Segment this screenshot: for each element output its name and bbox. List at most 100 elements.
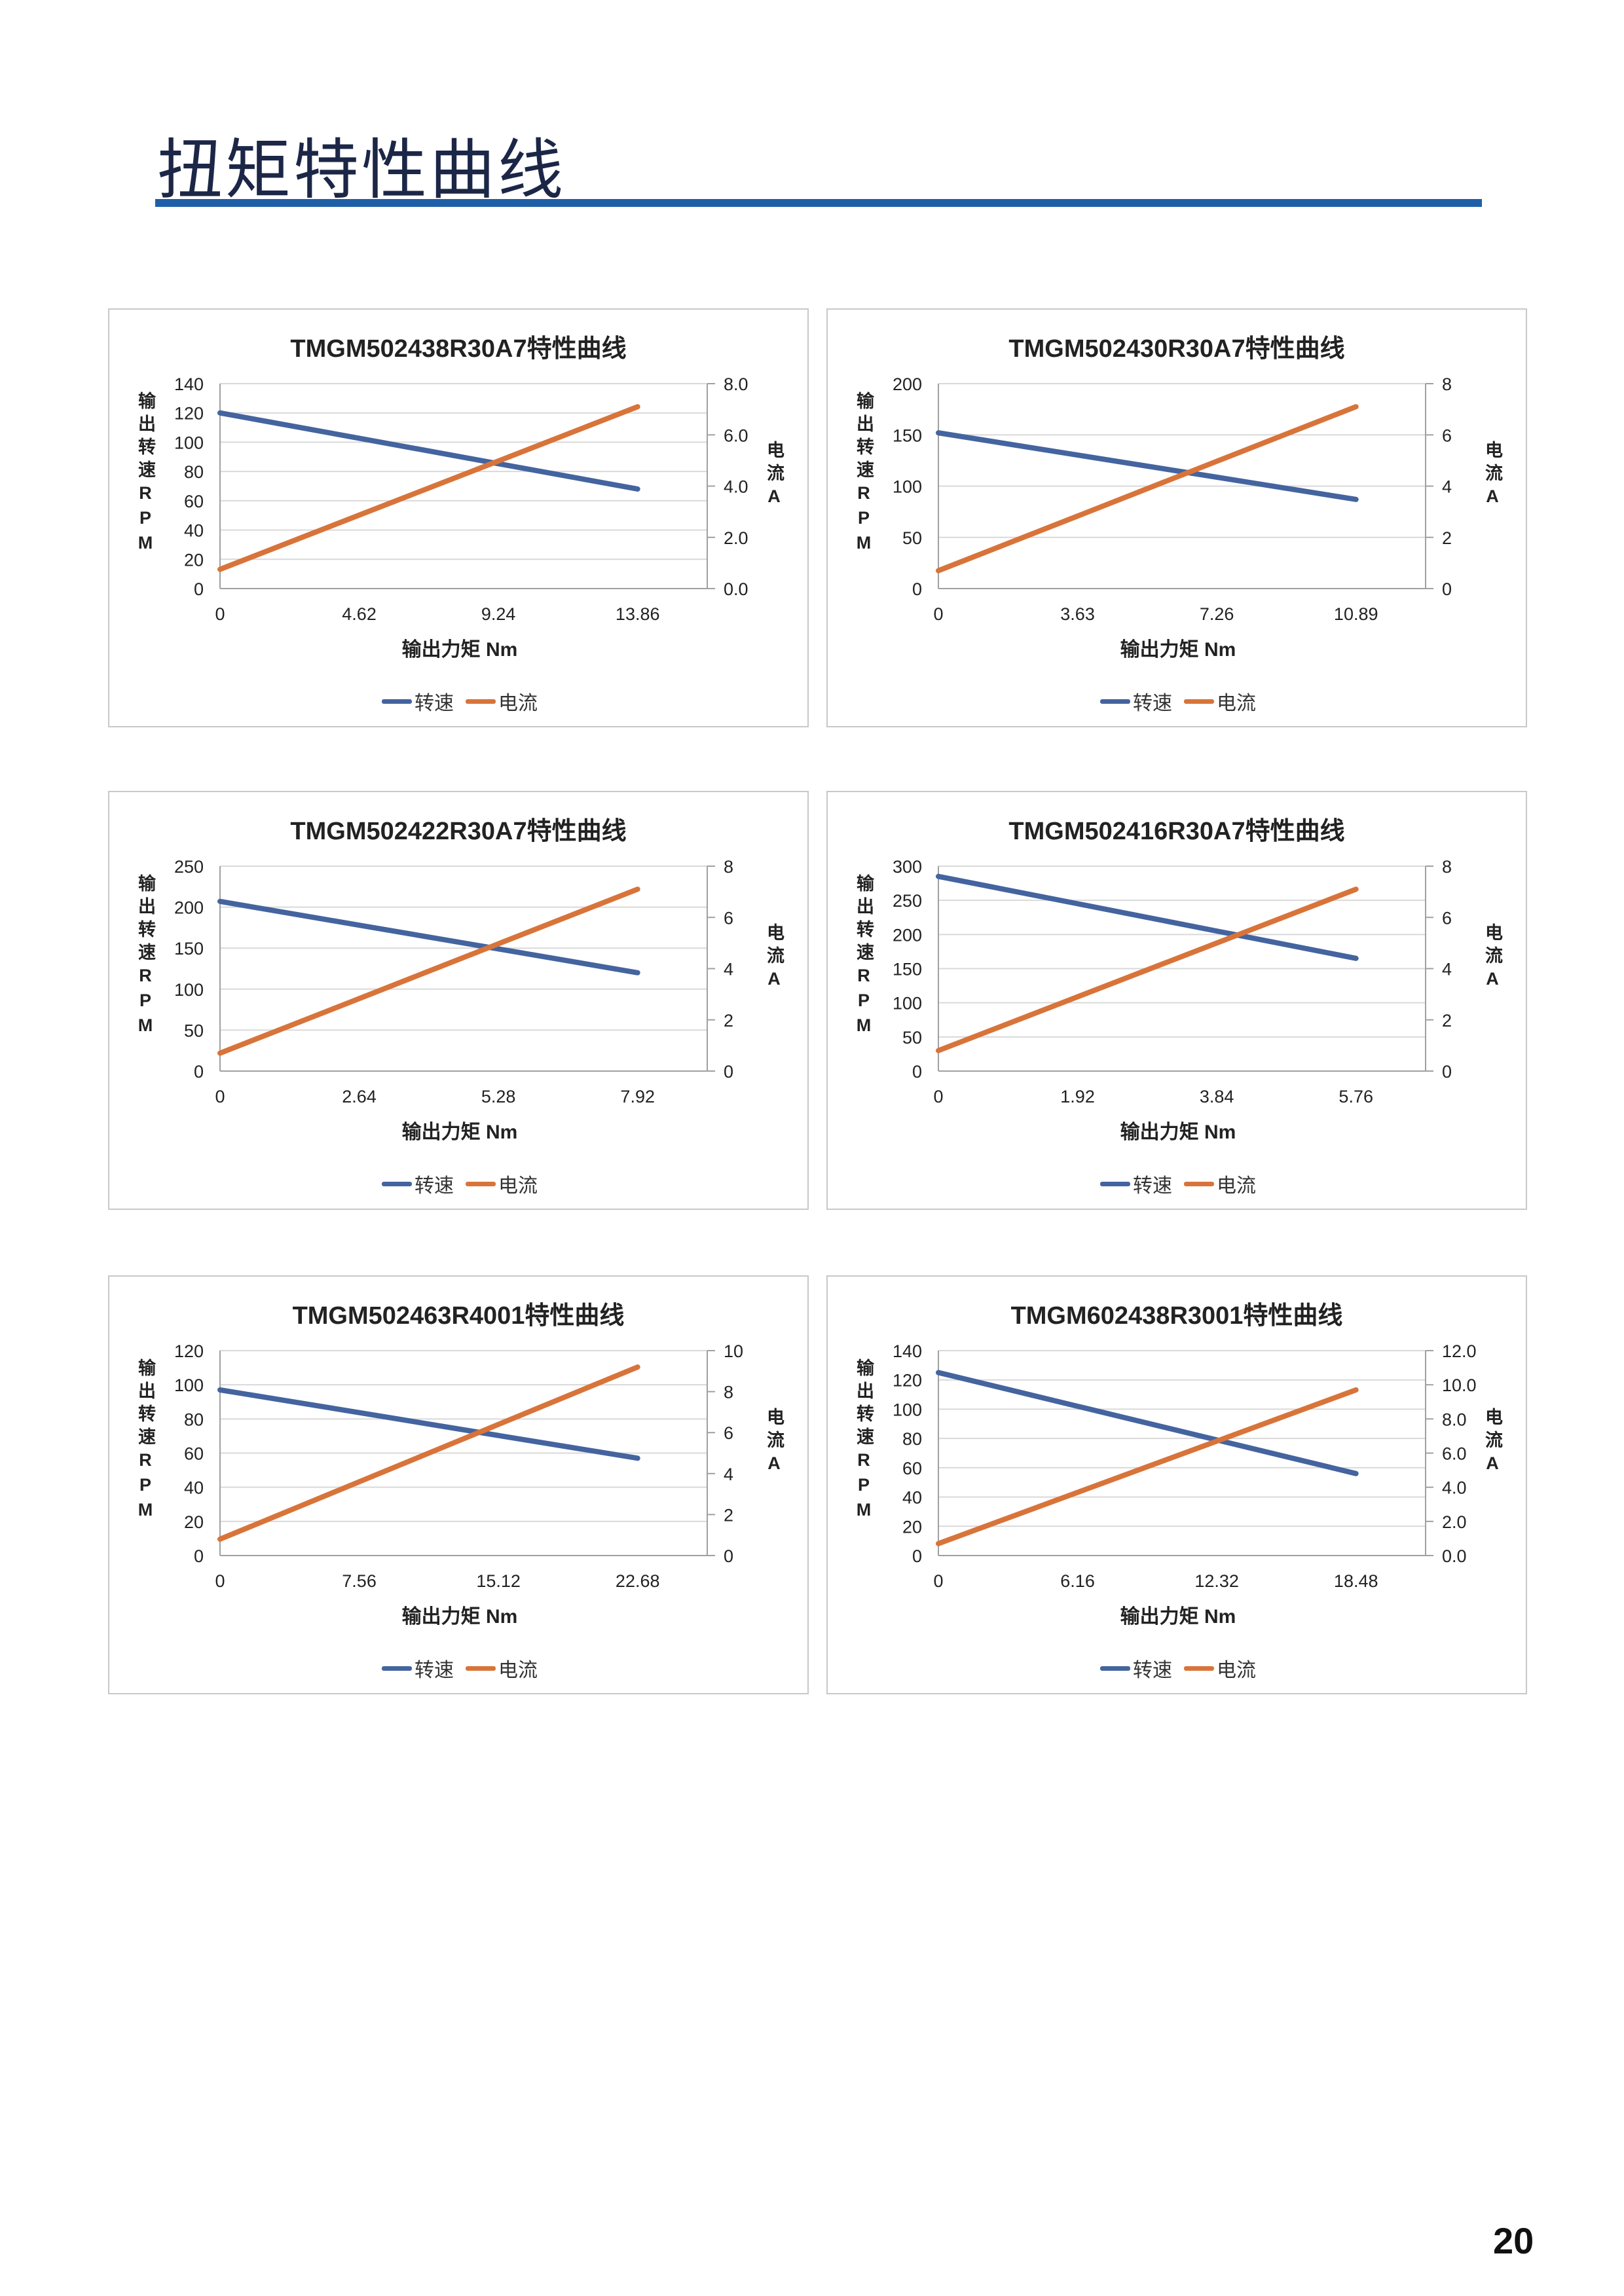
y-tick-label: 120 bbox=[174, 404, 204, 424]
y2-tick-label: 2 bbox=[724, 1505, 733, 1525]
y-tick-label: 40 bbox=[184, 1478, 204, 1498]
legend-label: 电流 bbox=[498, 1175, 538, 1197]
legend-item-speed: 转速 bbox=[382, 1169, 454, 1198]
y2-tick-label: 8 bbox=[1442, 857, 1452, 877]
legend-swatch-speed bbox=[1100, 699, 1130, 704]
y-tick-label: 80 bbox=[184, 462, 204, 482]
y-tick-label: 200 bbox=[174, 898, 204, 918]
y-tick-label: 120 bbox=[893, 1371, 922, 1391]
y-axis-label-right: 电流A bbox=[764, 441, 784, 511]
x-axis-label: 输出力矩 Nm bbox=[401, 1121, 518, 1143]
y-tick-label: 300 bbox=[893, 857, 922, 877]
y-axis-label-right: 电流A bbox=[1483, 441, 1502, 511]
legend-item-current: 电流 bbox=[1184, 1654, 1256, 1683]
legend-item-speed: 转速 bbox=[1100, 1654, 1172, 1683]
y2-tick-label: 2.0 bbox=[1442, 1512, 1467, 1532]
speed-line bbox=[217, 1387, 640, 1461]
x-tick-label: 7.26 bbox=[1200, 604, 1234, 624]
legend-label: 电流 bbox=[1217, 1660, 1256, 1681]
legend-swatch-current bbox=[1184, 1181, 1214, 1186]
title-underline-bar bbox=[155, 199, 1482, 207]
plot-area: 0 20 40 60 80 100 120 140 0.0 2.0 4.0 6.0 8.0 0 4.62 9.… bbox=[174, 374, 748, 624]
y-tick-label: 60 bbox=[184, 1444, 204, 1464]
y2-tick-label: 0.0 bbox=[1442, 1546, 1467, 1566]
legend-swatch-current bbox=[466, 699, 496, 704]
x-tick-label: 5.76 bbox=[1338, 1087, 1373, 1106]
speed-line bbox=[936, 873, 1359, 961]
y2-tick-label: 4 bbox=[1442, 477, 1452, 497]
y-tick-label: 200 bbox=[893, 374, 922, 394]
current-line bbox=[217, 1364, 640, 1542]
legend-swatch-speed bbox=[382, 1181, 412, 1186]
y-tick-label: 100 bbox=[893, 1400, 922, 1419]
y-tick-label: 0 bbox=[912, 1062, 922, 1082]
y2-tick-label: 6 bbox=[724, 1423, 733, 1443]
x-tick-label: 0 bbox=[215, 604, 225, 624]
legend-item-current: 电流 bbox=[1184, 1169, 1256, 1198]
x-axis-label: 输出力矩 Nm bbox=[1120, 1606, 1236, 1628]
x-tick-label: 4.62 bbox=[342, 604, 377, 624]
y-tick-label: 60 bbox=[184, 492, 204, 511]
y-tick-label: 120 bbox=[174, 1341, 204, 1361]
x-tick-label: 0 bbox=[933, 1571, 943, 1591]
y-tick-label: 40 bbox=[902, 1488, 922, 1508]
legend-swatch-speed bbox=[382, 1666, 412, 1671]
chart-title: TMGM602438R3001特性曲线 bbox=[1010, 1302, 1343, 1330]
y-tick-label: 0 bbox=[194, 579, 204, 599]
y-tick-label: 0 bbox=[194, 1546, 204, 1566]
y-tick-label: 20 bbox=[184, 550, 204, 570]
x-tick-label: 6.16 bbox=[1060, 1571, 1095, 1591]
speed-line bbox=[217, 898, 640, 975]
page-title: 扭矩特性曲线 bbox=[157, 132, 566, 208]
y2-tick-label: 10 bbox=[724, 1341, 743, 1361]
page-number: 20 bbox=[1493, 2220, 1534, 2261]
y-tick-label: 100 bbox=[893, 477, 922, 497]
legend-item-current: 电流 bbox=[466, 1169, 538, 1198]
y2-tick-label: 4 bbox=[724, 1465, 733, 1484]
legend-label: 转速 bbox=[1133, 1660, 1172, 1681]
y-tick-label: 100 bbox=[174, 433, 204, 452]
y2-tick-label: 4.0 bbox=[1442, 1478, 1467, 1498]
y-tick-label: 0 bbox=[194, 1062, 204, 1082]
y-tick-label: 80 bbox=[902, 1429, 922, 1449]
y2-tick-label: 6 bbox=[1442, 426, 1452, 445]
legend-swatch-current bbox=[466, 1181, 496, 1186]
legend-label: 电流 bbox=[498, 1660, 538, 1681]
x-tick-label: 5.28 bbox=[481, 1087, 516, 1106]
legend-swatch-speed bbox=[1100, 1181, 1130, 1186]
legend: 转速 电流 bbox=[828, 1169, 1528, 1198]
chart-4: TMGM502416R30A7特性曲线 输出转速RPM 电流A 输出力矩 Nm … bbox=[826, 791, 1527, 1210]
y2-tick-label: 2 bbox=[724, 1011, 733, 1030]
legend-item-speed: 转速 bbox=[382, 1654, 454, 1683]
legend-label: 电流 bbox=[498, 693, 538, 714]
legend-swatch-current bbox=[466, 1666, 496, 1671]
y-tick-label: 140 bbox=[893, 1341, 922, 1361]
y-tick-label: 100 bbox=[174, 1376, 204, 1395]
y2-tick-label: 2 bbox=[1442, 1011, 1452, 1030]
speed-line bbox=[217, 410, 640, 492]
legend-item-speed: 转速 bbox=[1100, 687, 1172, 716]
y2-tick-label: 0 bbox=[724, 1546, 733, 1566]
x-tick-label: 7.56 bbox=[342, 1571, 377, 1591]
y-axis-label-right: 电流A bbox=[764, 923, 784, 994]
chart-1: TMGM502438R30A7特性曲线 输出转速RPM 电流A 输出力矩 Nm … bbox=[108, 308, 809, 727]
current-line bbox=[217, 404, 640, 572]
y-tick-label: 50 bbox=[902, 1028, 922, 1048]
y2-tick-label: 4 bbox=[724, 960, 733, 979]
y-tick-label: 150 bbox=[893, 960, 922, 979]
plot-area: 0 50 100 150 200 250 0 2 4 6 8 0 2.64 5.28 7.92 bbox=[174, 857, 733, 1106]
y-tick-label: 20 bbox=[902, 1517, 922, 1537]
x-tick-label: 15.12 bbox=[476, 1571, 521, 1591]
legend: 转速 电流 bbox=[109, 1169, 810, 1198]
y2-tick-label: 6.0 bbox=[1442, 1444, 1467, 1464]
legend-swatch-speed bbox=[1100, 1666, 1130, 1671]
x-tick-label: 3.84 bbox=[1200, 1087, 1234, 1106]
chart-title: TMGM502422R30A7特性曲线 bbox=[290, 818, 627, 845]
y-tick-label: 140 bbox=[174, 374, 204, 394]
y2-tick-label: 12.0 bbox=[1442, 1341, 1477, 1361]
y-axis-label-right: 电流A bbox=[1483, 923, 1502, 994]
y2-tick-label: 8 bbox=[724, 857, 733, 877]
current-line bbox=[936, 1387, 1359, 1546]
x-tick-label: 3.63 bbox=[1060, 604, 1095, 624]
x-tick-label: 0 bbox=[933, 1087, 943, 1106]
